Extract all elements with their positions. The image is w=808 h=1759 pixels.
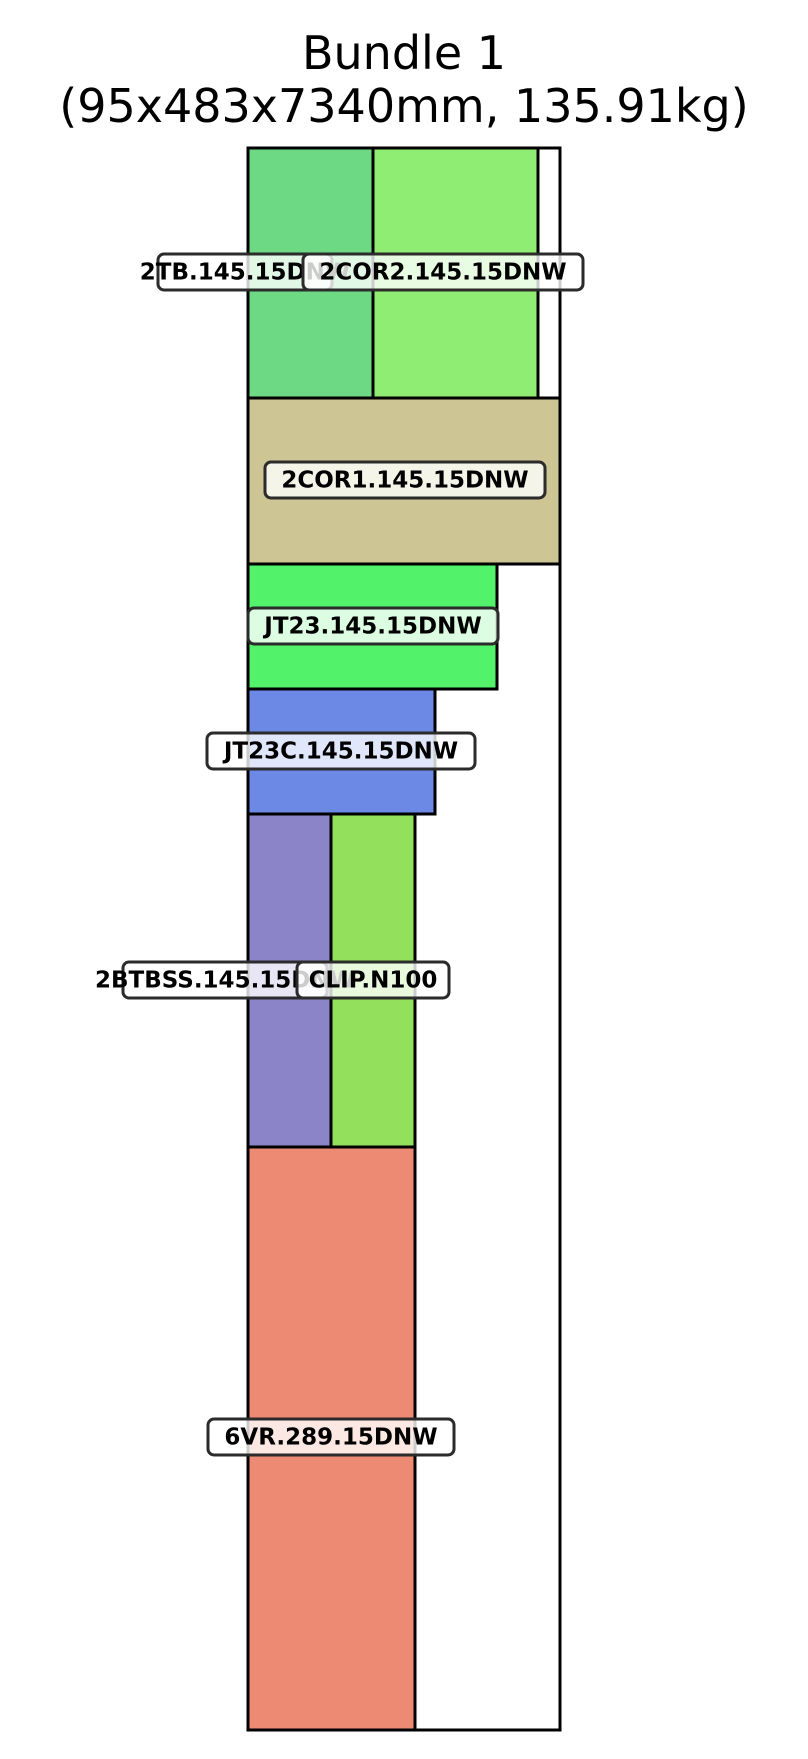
diagram-title: Bundle 1 (301, 26, 507, 80)
diagram-subtitle: (95x483x7340mm, 135.91kg) (59, 79, 749, 133)
piece-label-jt23: JT23.145.15DNW (246, 606, 500, 646)
piece-label-clip: CLIP.N100 (295, 960, 451, 1000)
piece-label-text: JT23C.145.15DNW (222, 739, 458, 765)
piece-label-text: 6VR.289.15DNW (224, 1425, 437, 1451)
bundle-outline (246, 146, 562, 1732)
piece-label-text: JT23.145.15DNW (262, 614, 481, 640)
piece-label-box (206, 1417, 456, 1457)
piece-label-box (263, 460, 547, 500)
piece-label-6vr: 6VR.289.15DNW (206, 1417, 456, 1457)
piece-label-text: 2COR2.145.15DNW (319, 260, 566, 286)
piece-label-box (205, 731, 477, 771)
piece-label-2cor2: 2COR2.145.15DNW (301, 252, 585, 292)
piece-label-text: 2COR1.145.15DNW (281, 468, 528, 494)
piece-label-text: CLIP.N100 (309, 968, 438, 994)
piece-label-box (246, 606, 500, 646)
piece-label-2cor1: 2COR1.145.15DNW (263, 460, 547, 500)
piece-label-jt23c: JT23C.145.15DNW (205, 731, 477, 771)
piece-label-box (301, 252, 585, 292)
piece-label-box (295, 960, 451, 1000)
